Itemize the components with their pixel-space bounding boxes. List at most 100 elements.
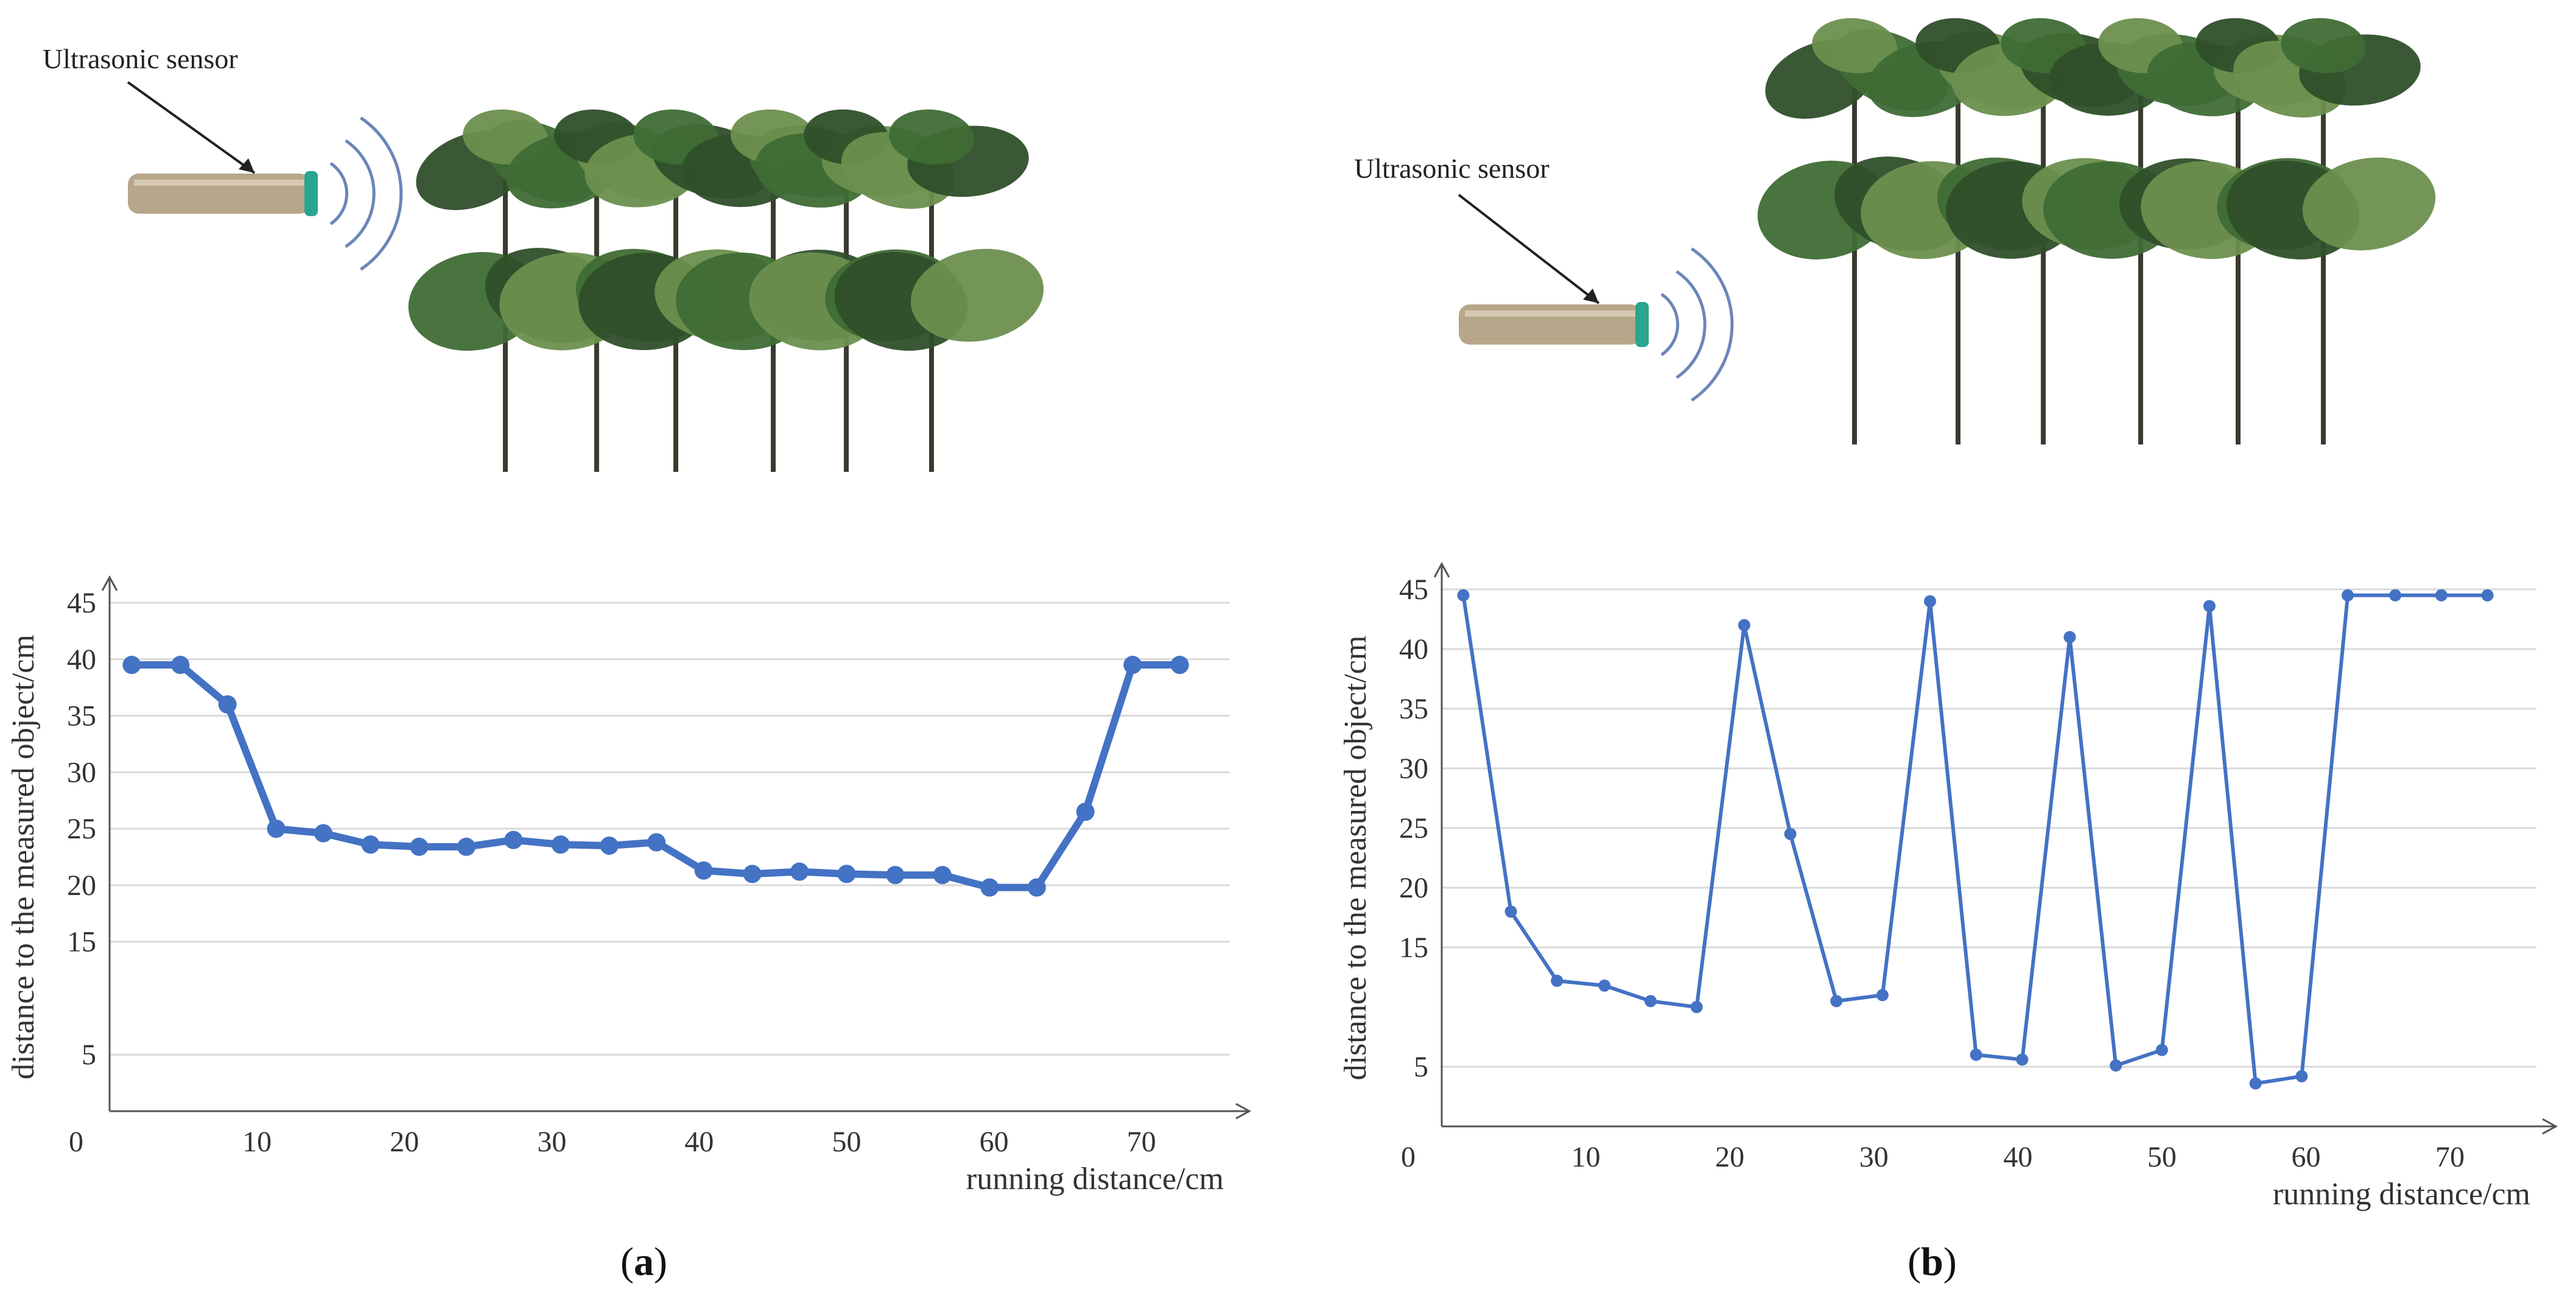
sound-wave-icon [360, 116, 403, 271]
data-point [1784, 827, 1797, 840]
data-point [1123, 656, 1142, 675]
pointer-arrow [1458, 194, 1600, 304]
x-axis-arrow [2542, 1118, 2558, 1135]
data-point [647, 833, 666, 852]
pointer-arrow [127, 81, 256, 174]
sound-wave-icon [1676, 270, 1707, 379]
data-point [2016, 1053, 2029, 1066]
data-point [2155, 1044, 2168, 1056]
y-tick-label: 15 [1399, 932, 1428, 964]
data-point [790, 862, 809, 881]
data-point [361, 835, 380, 854]
y-axis-label: distance to the measured object/cm [6, 634, 41, 1080]
data-point [1876, 989, 1889, 1002]
data-point [1027, 878, 1046, 897]
y-axis-label: distance to the measured object/cm [1338, 636, 1373, 1081]
data-point [410, 837, 429, 856]
series-line [1461, 593, 2488, 1086]
leaf [2281, 18, 2366, 74]
data-point [694, 861, 713, 880]
data-point [980, 878, 999, 897]
series-line [132, 661, 1180, 891]
data-point [837, 865, 856, 883]
data-point [743, 865, 762, 883]
y-tick-label: 35 [67, 700, 96, 732]
y-tick-label: 25 [67, 813, 96, 845]
sensor-label: Ultrasonic sensor [1354, 153, 1549, 184]
panel-a: Ultrasonic sensor 5 15 20 25 30 35 40 45 0 10 20 30… [6, 43, 1252, 1284]
panel-b: Ultrasonic sensor 5 15 20 25 30 35 40 45 0 10 20 30… [1288, 0, 2576, 1306]
data-point [1924, 595, 1937, 608]
data-point [1551, 974, 1563, 987]
x-tick-label: 50 [2147, 1141, 2177, 1173]
x-tick-label: 30 [1859, 1141, 1889, 1173]
panel-caption: (b) [1907, 1240, 1957, 1284]
data-point [1738, 619, 1750, 631]
data-point [2295, 1070, 2308, 1083]
data-point [1644, 995, 1657, 1008]
leaf [910, 248, 1044, 342]
soybean-plants-icon [1757, 18, 2436, 444]
x-tick-label: 20 [1715, 1141, 1744, 1173]
x-tick-label: 10 [242, 1126, 272, 1158]
y-axis-arrow [1433, 561, 1450, 578]
y-tick-label: 20 [1399, 872, 1428, 904]
leaf [2302, 157, 2436, 251]
x-tick-label: 0 [1401, 1141, 1416, 1173]
x-tick-label: 60 [980, 1126, 1009, 1158]
panel-caption: (a) [620, 1240, 667, 1284]
x-axis-label: running distance/cm [966, 1162, 1224, 1196]
sound-wave-icon [345, 139, 376, 248]
data-point [1170, 656, 1189, 675]
ultrasonic-sensor-icon [1459, 302, 1649, 347]
data-point [314, 824, 333, 843]
ultrasonic-sensor-icon [128, 171, 318, 216]
leaf [1812, 18, 1897, 74]
x-tick-label: 40 [684, 1126, 714, 1158]
data-point [933, 866, 952, 885]
sound-wave-icon [1691, 247, 1734, 402]
data-point [267, 820, 286, 838]
data-point [551, 835, 570, 854]
data-point [2203, 600, 2216, 613]
data-point [1076, 802, 1095, 821]
x-tick-label: 20 [390, 1126, 419, 1158]
plants-illustration-a [127, 81, 1044, 472]
y-tick-label: 35 [1399, 693, 1428, 725]
data-point [2481, 589, 2494, 602]
soybean-plants-icon [408, 109, 1044, 472]
data-point [2249, 1077, 2262, 1090]
data-point [122, 656, 141, 675]
y-tick-label: 30 [1399, 753, 1428, 785]
x-axis-arrow [1235, 1103, 1252, 1120]
y-tick-label: 25 [1399, 812, 1428, 844]
plants-illustration-b [1458, 18, 2436, 444]
x-tick-label: 60 [2291, 1141, 2320, 1173]
data-point [1457, 589, 1470, 602]
data-point [1690, 1001, 1703, 1013]
y-axis-arrow [101, 575, 118, 591]
arrow-head [239, 158, 254, 173]
data-point [1970, 1048, 1982, 1061]
data-point [886, 866, 905, 885]
data-point [1598, 979, 1611, 992]
y-tick-label: 30 [67, 756, 96, 788]
x-tick-label: 70 [2435, 1141, 2465, 1173]
leaf [889, 109, 974, 165]
data-point [2342, 589, 2354, 602]
data-point [218, 695, 237, 714]
x-tick-label: 0 [69, 1126, 83, 1158]
y-tick-label: 45 [67, 587, 96, 619]
data-point [2435, 589, 2448, 602]
x-tick-label: 30 [537, 1126, 566, 1158]
data-point [504, 830, 523, 849]
data-point [2389, 589, 2402, 602]
chart-b: 5 15 20 25 30 35 40 45 0 10 20 30 40 50 60 70 running di… [1338, 561, 2558, 1212]
x-tick-label: 40 [2003, 1141, 2032, 1173]
data-point [2110, 1059, 2122, 1072]
chart-a: 5 15 20 25 30 35 40 45 0 10 20 30 40 50 60 70 running di… [6, 575, 1252, 1196]
x-tick-label: 70 [1127, 1126, 1156, 1158]
data-point [171, 656, 190, 675]
y-tick-label: 20 [67, 869, 96, 902]
y-tick-label: 5 [82, 1039, 96, 1071]
